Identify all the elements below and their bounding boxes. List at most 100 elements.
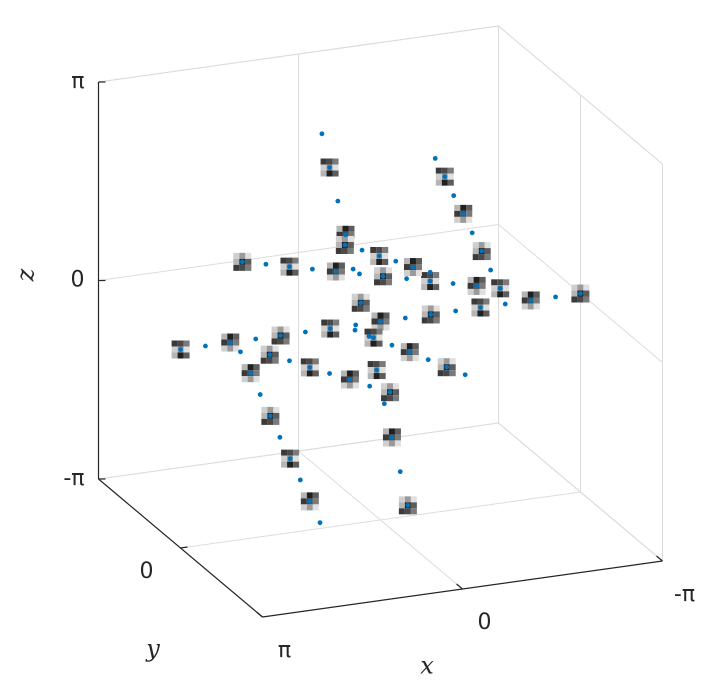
thumbnail-cell <box>281 461 288 468</box>
point <box>427 269 433 275</box>
thumbnail-cell <box>320 170 327 177</box>
point <box>374 367 380 373</box>
y-axis-label: y <box>145 635 160 663</box>
thumbnail-cell <box>283 332 290 339</box>
thumbnail-cell <box>382 434 389 441</box>
thumbnail-cell <box>527 303 534 310</box>
thumbnail-cell <box>171 340 178 347</box>
thumbnail-cell <box>306 504 313 511</box>
thumbnail-cell <box>371 324 378 331</box>
thumbnail-cell <box>352 370 359 377</box>
thumbnail-cell <box>241 376 248 383</box>
thumbnail-cell <box>373 373 380 380</box>
thumbnail-cell <box>281 449 288 456</box>
thumbnail-cell <box>435 167 442 174</box>
thumbnail-cell <box>241 364 248 371</box>
thumbnail-cell <box>340 376 347 383</box>
thumbnail-cell <box>277 338 284 345</box>
thumbnail-cell <box>379 373 386 380</box>
thumbnail-cell <box>335 235 342 242</box>
thumbnail-cell <box>245 258 252 265</box>
thumbnail-cell <box>380 279 387 286</box>
thumbnail-cell <box>300 364 307 371</box>
thumbnail-cell <box>577 296 584 303</box>
thumbnail-cell <box>533 297 540 304</box>
thumbnail-cell <box>376 340 383 347</box>
thumbnail-cell <box>427 305 434 312</box>
thumbnail-cell <box>383 318 390 325</box>
thumbnail-cell <box>433 278 440 285</box>
thumbnail-cell <box>221 333 228 340</box>
thumbnail-cell <box>363 299 370 306</box>
thumbnail-cell <box>272 345 279 352</box>
thumbnail-cell <box>447 179 454 186</box>
x-axis-label: x <box>420 652 434 680</box>
thumbnail-cell <box>527 291 534 298</box>
point <box>358 300 364 306</box>
point <box>442 174 448 180</box>
thumbnail-cell <box>253 370 260 377</box>
thumbnail-cell <box>280 263 287 270</box>
x-tick-label: 0 <box>478 610 492 635</box>
thumbnail-cell <box>333 319 340 326</box>
thumbnail-cell <box>382 258 389 265</box>
thumbnail-cell <box>571 296 578 303</box>
thumbnail-cell <box>503 291 510 298</box>
thumbnail-cell <box>292 269 299 276</box>
thumbnail-cell <box>357 305 364 312</box>
thumbnail-cell <box>473 276 480 283</box>
point <box>427 278 433 284</box>
thumbnail-cell <box>364 340 371 347</box>
point <box>277 434 283 440</box>
thumbnail-cell <box>272 351 279 358</box>
thumbnail-cell <box>338 268 345 275</box>
thumbnail-cell <box>435 179 442 186</box>
thumbnail-cell <box>271 332 278 339</box>
thumbnail-cell <box>338 274 345 281</box>
thumbnail-cell <box>583 284 590 291</box>
thumbnail-cell <box>286 257 293 264</box>
thumbnail-cell <box>273 412 280 419</box>
thumbnail-cell <box>454 216 461 223</box>
point <box>357 271 362 277</box>
thumbnail-cell <box>273 406 280 413</box>
point <box>402 315 408 321</box>
thumbnail-cell <box>171 352 178 359</box>
thumbnail-cell <box>571 290 578 297</box>
thumbnail-cell <box>306 370 313 377</box>
thumbnail-cell <box>183 346 190 353</box>
point <box>381 401 387 407</box>
thumbnail-cell <box>393 383 400 390</box>
thumbnail-cell <box>383 324 390 331</box>
thumbnail-cell <box>241 370 248 377</box>
thumbnail-cell <box>466 216 473 223</box>
thumbnail-cell <box>398 496 405 503</box>
thumbnail-cell <box>280 269 287 276</box>
thumbnail-cell <box>435 173 442 180</box>
thumbnail-cell <box>326 274 333 281</box>
thumbnail-cell <box>283 338 290 345</box>
z-tick-label: 0 <box>71 268 85 293</box>
z-tick-label: -π <box>63 466 84 491</box>
thumbnail-cell <box>348 231 355 238</box>
thumbnail-cell <box>381 383 388 390</box>
point <box>352 327 358 333</box>
thumbnail-cell <box>321 325 328 332</box>
thumbnail-cell <box>293 461 300 468</box>
thumbnail-cell <box>471 304 478 311</box>
thumbnail-cell <box>332 158 339 165</box>
thumbnail-cell <box>261 406 268 413</box>
thumbnail-cell <box>437 358 444 365</box>
point <box>359 247 365 253</box>
point <box>287 264 292 270</box>
thumbnail-cell <box>363 305 370 312</box>
point <box>333 269 339 274</box>
thumbnail-cell <box>583 290 590 297</box>
thumbnail-cell <box>398 502 405 509</box>
thumbnail-cell <box>363 293 370 300</box>
thumbnail-cell <box>421 311 428 318</box>
point <box>376 253 382 259</box>
point <box>267 352 273 358</box>
thumbnail-cell <box>347 241 354 248</box>
thumbnail-cell <box>326 262 333 269</box>
